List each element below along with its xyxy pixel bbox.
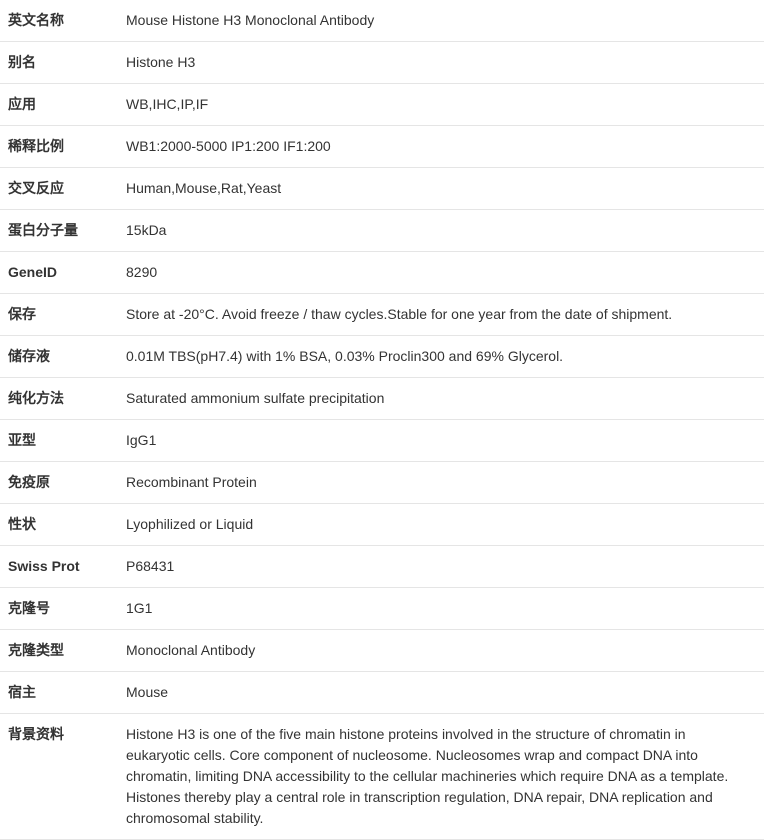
row-label: 亚型 bbox=[8, 430, 126, 451]
table-row: 应用 WB,IHC,IP,IF bbox=[0, 84, 764, 126]
table-row: 储存液 0.01M TBS(pH7.4) with 1% BSA, 0.03% … bbox=[0, 336, 764, 378]
row-value: Histone H3 bbox=[126, 52, 756, 73]
row-value: Human,Mouse,Rat,Yeast bbox=[126, 178, 756, 199]
row-value: P68431 bbox=[126, 556, 756, 577]
row-value: Monoclonal Antibody bbox=[126, 640, 756, 661]
row-value: 15kDa bbox=[126, 220, 756, 241]
row-value: Recombinant Protein bbox=[126, 472, 756, 493]
row-value: 0.01M TBS(pH7.4) with 1% BSA, 0.03% Proc… bbox=[126, 346, 756, 367]
table-row: Swiss Prot P68431 bbox=[0, 546, 764, 588]
spec-table: 英文名称 Mouse Histone H3 Monoclonal Antibod… bbox=[0, 0, 764, 840]
row-label: 应用 bbox=[8, 94, 126, 115]
table-row: 稀释比例 WB1:2000-5000 IP1:200 IF1:200 bbox=[0, 126, 764, 168]
row-label: 克隆号 bbox=[8, 598, 126, 619]
row-label: 蛋白分子量 bbox=[8, 220, 126, 241]
table-row: 纯化方法 Saturated ammonium sulfate precipit… bbox=[0, 378, 764, 420]
row-value: 8290 bbox=[126, 262, 756, 283]
row-label: 纯化方法 bbox=[8, 388, 126, 409]
row-label: 保存 bbox=[8, 304, 126, 325]
row-value: Mouse Histone H3 Monoclonal Antibody bbox=[126, 10, 756, 31]
row-label: GeneID bbox=[8, 262, 126, 283]
row-value: Histone H3 is one of the five main histo… bbox=[126, 724, 756, 829]
table-row: 别名 Histone H3 bbox=[0, 42, 764, 84]
row-value: 1G1 bbox=[126, 598, 756, 619]
row-value: WB1:2000-5000 IP1:200 IF1:200 bbox=[126, 136, 756, 157]
table-row: 克隆类型 Monoclonal Antibody bbox=[0, 630, 764, 672]
row-value: Saturated ammonium sulfate precipitation bbox=[126, 388, 756, 409]
row-label: 宿主 bbox=[8, 682, 126, 703]
row-value: Mouse bbox=[126, 682, 756, 703]
row-value: Store at -20°C. Avoid freeze / thaw cycl… bbox=[126, 304, 756, 325]
table-row: 宿主 Mouse bbox=[0, 672, 764, 714]
table-row: 保存 Store at -20°C. Avoid freeze / thaw c… bbox=[0, 294, 764, 336]
table-row: 免疫原 Recombinant Protein bbox=[0, 462, 764, 504]
row-label: 性状 bbox=[8, 514, 126, 535]
row-label: 背景资料 bbox=[8, 724, 126, 745]
row-label: 储存液 bbox=[8, 346, 126, 367]
row-label: 英文名称 bbox=[8, 10, 126, 31]
table-row: 克隆号 1G1 bbox=[0, 588, 764, 630]
table-row: 亚型 IgG1 bbox=[0, 420, 764, 462]
row-value: Lyophilized or Liquid bbox=[126, 514, 756, 535]
row-label: 克隆类型 bbox=[8, 640, 126, 661]
table-row: 蛋白分子量 15kDa bbox=[0, 210, 764, 252]
row-label: 别名 bbox=[8, 52, 126, 73]
row-value: IgG1 bbox=[126, 430, 756, 451]
row-label: 免疫原 bbox=[8, 472, 126, 493]
table-row: 背景资料 Histone H3 is one of the five main … bbox=[0, 714, 764, 840]
row-label: Swiss Prot bbox=[8, 556, 126, 577]
table-row: GeneID 8290 bbox=[0, 252, 764, 294]
row-label: 稀释比例 bbox=[8, 136, 126, 157]
table-row: 交叉反应 Human,Mouse,Rat,Yeast bbox=[0, 168, 764, 210]
table-row: 英文名称 Mouse Histone H3 Monoclonal Antibod… bbox=[0, 0, 764, 42]
table-row: 性状 Lyophilized or Liquid bbox=[0, 504, 764, 546]
row-value: WB,IHC,IP,IF bbox=[126, 94, 756, 115]
row-label: 交叉反应 bbox=[8, 178, 126, 199]
